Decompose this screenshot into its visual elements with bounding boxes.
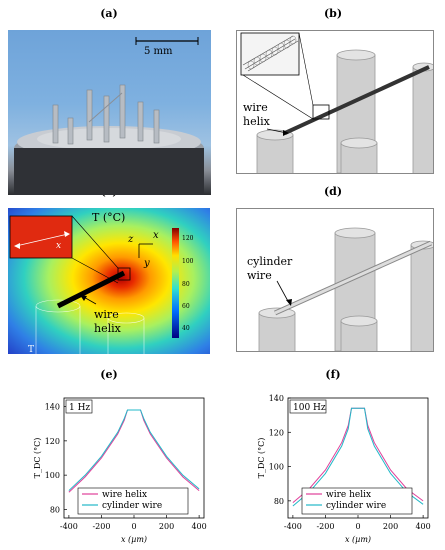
frequency-annotation-box xyxy=(65,399,93,414)
y-axis-label: T_DC (°C) xyxy=(257,438,266,479)
wire-helix-schematic: wire helix xyxy=(236,30,434,174)
series-line-1 xyxy=(68,409,200,493)
x-tick-label: 0 xyxy=(131,522,136,531)
chart-1hz: -400 -200 0 200 400 80 100 120 140 x (µm) T_DC (°C… xyxy=(33,397,207,544)
panel-label-d: (d) xyxy=(323,185,343,198)
x-tick-label: -200 xyxy=(316,522,334,531)
x-tick-label: 0 xyxy=(355,522,360,531)
series-line-2 xyxy=(68,409,200,491)
series-line-2 xyxy=(292,407,424,507)
heatmap-title: T (°C) xyxy=(92,211,125,224)
y-tick-label: 120 xyxy=(269,428,284,437)
cylinder-wire-drawing: cylinder wire xyxy=(247,227,433,351)
colorbar-tick: 80 xyxy=(182,281,190,288)
x-tick-label: -400 xyxy=(60,522,78,531)
x-axis-label: x (µm) xyxy=(121,535,147,544)
wire-helix-label-line2: helix xyxy=(243,115,271,128)
axis-y-label: y xyxy=(143,258,150,269)
panel-label-e: (e) xyxy=(100,368,118,381)
legend-box xyxy=(301,487,413,515)
frequency-annotation-box xyxy=(289,399,327,414)
panel-label-a: (a) xyxy=(100,7,118,20)
colorbar-tick: 60 xyxy=(182,303,190,310)
cylinder-wire-label-line1: cylinder xyxy=(247,255,293,268)
y-tick-label: 100 xyxy=(269,463,284,472)
legend-label: wire helix xyxy=(102,490,147,500)
x-tick-label: 400 xyxy=(415,522,430,531)
temperature-heatmap: x T (°C) z x y wire helix T 120 100 80 xyxy=(8,208,210,354)
frequency-annotation: 1 Hz xyxy=(69,403,90,413)
y-axis-label: T_DC (°C) xyxy=(33,438,42,479)
sensor-photo: 5 mm xyxy=(8,30,211,195)
cylinder-wire-label-line2: wire xyxy=(247,269,272,282)
chart-100hz: -400 -200 0 200 400 80 100 120 140 x (µm) T_DC (°C… xyxy=(257,394,431,544)
axis-z-label: z xyxy=(127,234,134,245)
legend-box xyxy=(77,487,189,515)
y-tick-label: 140 xyxy=(45,403,60,412)
y-tick-label: 100 xyxy=(45,471,60,480)
legend-label: cylinder wire xyxy=(102,501,162,511)
y-tick-label: 140 xyxy=(269,394,284,403)
axis-x-label: x xyxy=(153,230,159,241)
y-tick-label: 80 xyxy=(274,497,284,506)
sensor-photo-drawing: 5 mm xyxy=(14,37,204,195)
heatmap-wire-label-line1: wire xyxy=(94,308,119,321)
legend-label: cylinder wire xyxy=(326,501,386,511)
y-tick-label: 120 xyxy=(45,437,60,446)
wire-helix-label-line1: wire xyxy=(243,101,268,114)
colorbar-tick: 40 xyxy=(182,325,190,332)
x-tick-label: 200 xyxy=(383,522,398,531)
wire-helix-drawing: wire helix xyxy=(240,32,433,173)
corner-label: T xyxy=(28,345,34,354)
scale-bar-label: 5 mm xyxy=(144,46,173,57)
inset-x-label: x xyxy=(56,241,61,251)
x-tick-label: 400 xyxy=(191,522,206,531)
x-tick-label: 200 xyxy=(159,522,174,531)
cylinder-wire-schematic: cylinder wire xyxy=(236,208,434,352)
x-tick-label: -400 xyxy=(284,522,302,531)
frequency-annotation: 100 Hz xyxy=(293,403,326,413)
panel-label-b: (b) xyxy=(323,7,343,20)
colorbar-tick: 100 xyxy=(182,258,194,265)
x-tick-label: -200 xyxy=(92,522,110,531)
panel-label-f: (f) xyxy=(325,368,341,381)
legend-label: wire helix xyxy=(326,490,371,500)
heatmap-wire-label-line2: helix xyxy=(94,322,122,335)
x-axis-label: x (µm) xyxy=(345,535,371,544)
heatmap-drawing: x T (°C) z x y wire helix T 120 100 80 xyxy=(8,208,210,354)
y-tick-label: 80 xyxy=(50,505,60,514)
colorbar-tick: 120 xyxy=(182,235,194,242)
